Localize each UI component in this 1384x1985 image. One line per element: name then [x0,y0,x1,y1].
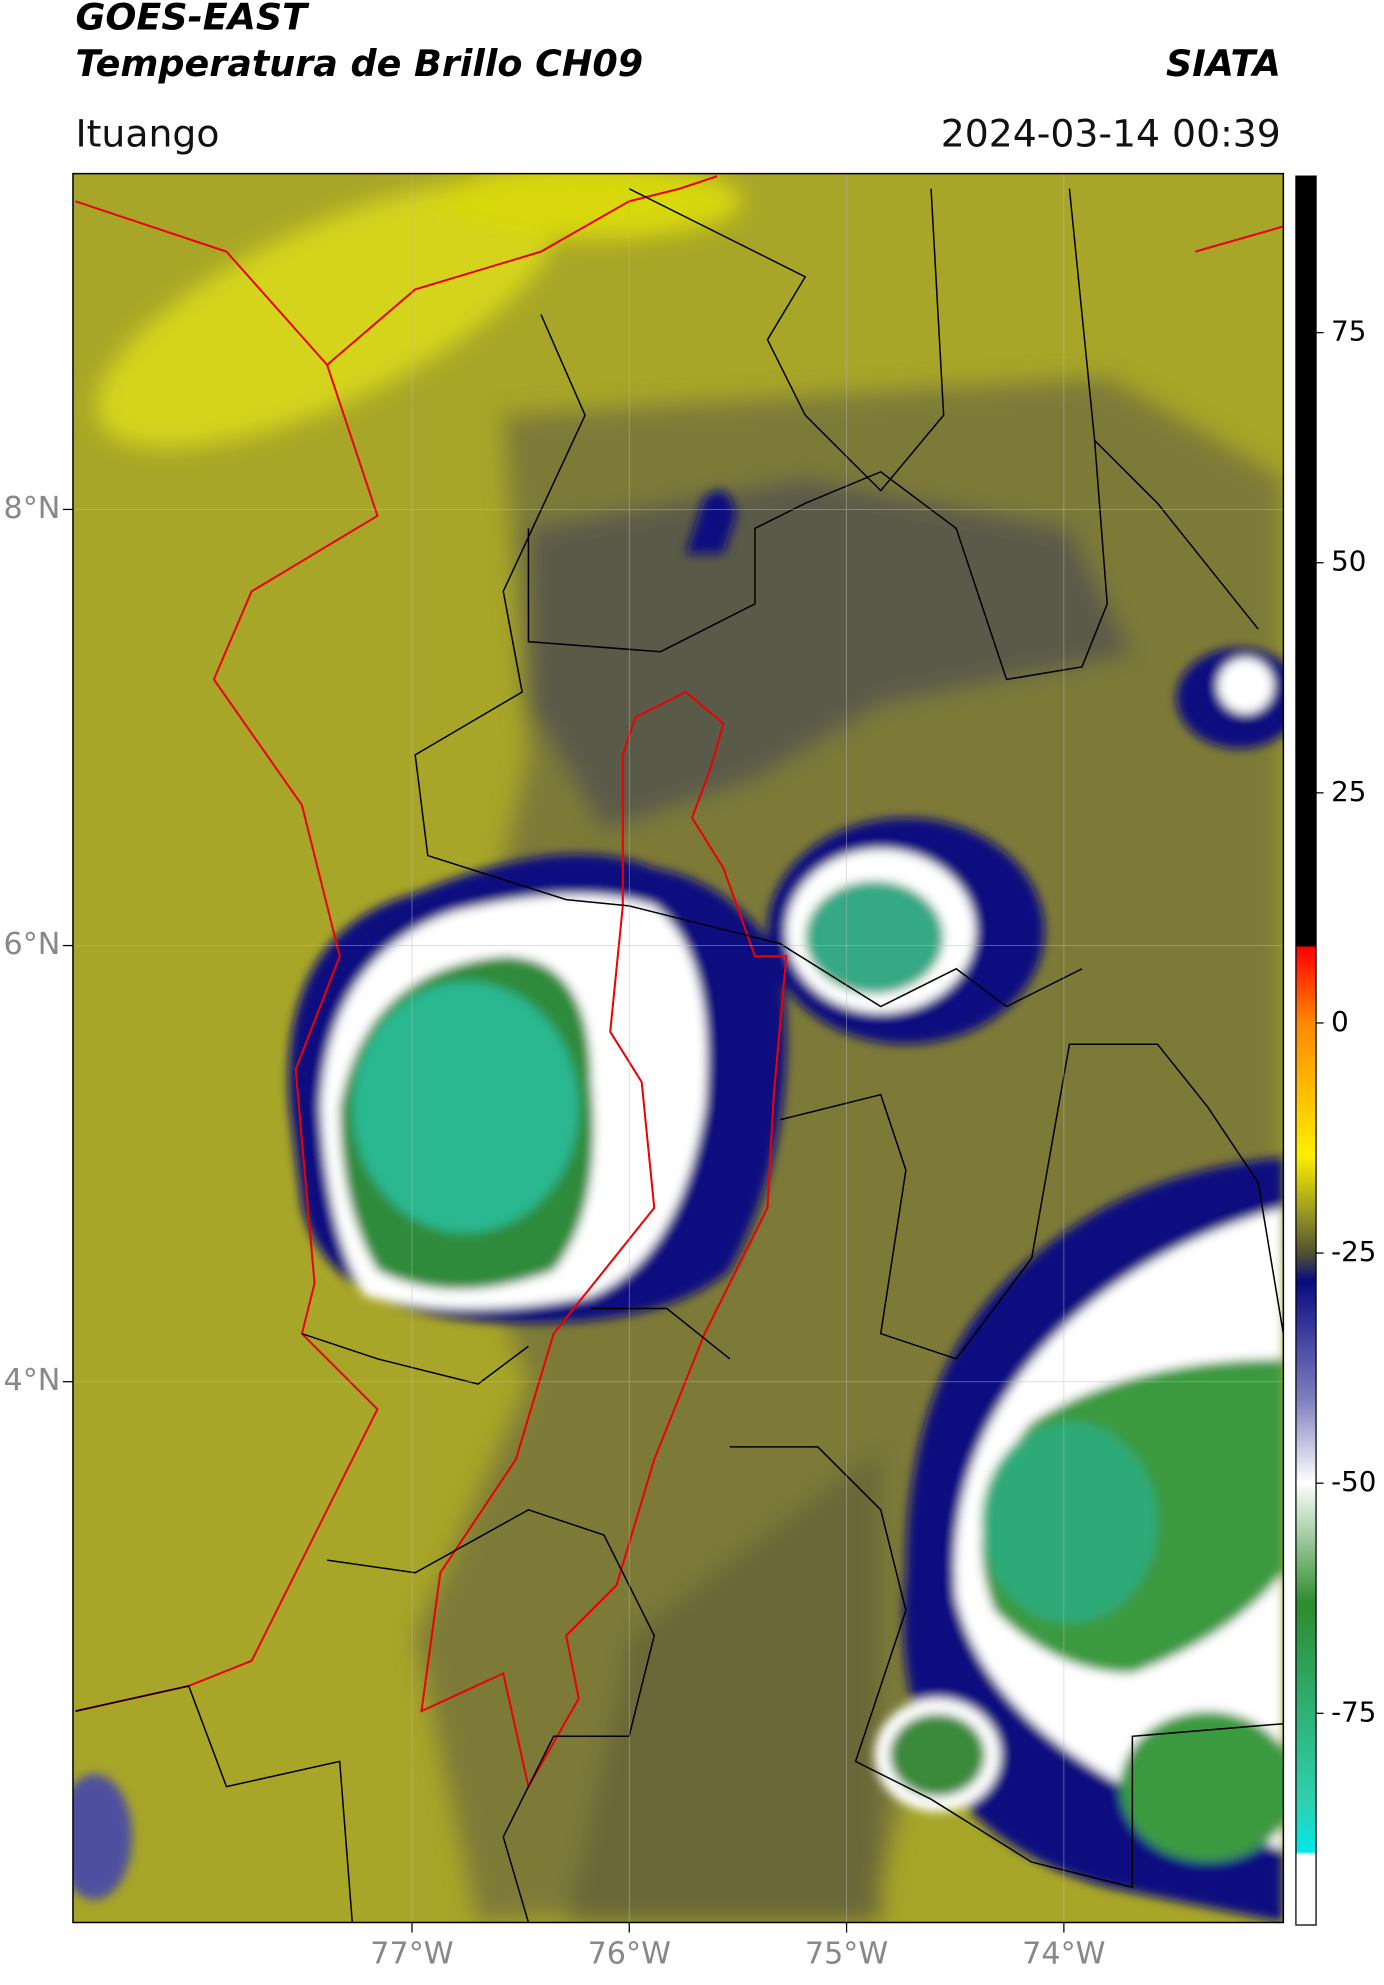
colorbar-tick-label: 25 [1331,775,1366,808]
title: GOES-EAST [75,0,310,38]
grid [72,173,1284,1923]
x-tick-label: 75°W [805,1937,888,1972]
colorbar [1295,175,1317,1926]
colorbar-tick-label: 75 [1331,315,1366,348]
map-imagery [72,173,1284,1923]
datetime: 2024-03-14 00:39 [941,111,1281,155]
colorbar-tick-label: 0 [1331,1005,1349,1038]
x-tick-label: 77°W [370,1937,453,1972]
map-frame [72,172,1285,1924]
y-tick-label: 6°N [4,927,61,962]
colorbar-tick-label: -75 [1331,1695,1376,1728]
colorbar-tick-label: -50 [1331,1465,1376,1498]
x-tick-label: 74°W [1022,1937,1105,1972]
colorbar-tick-label: 50 [1331,545,1366,578]
x-tick-label: 76°W [588,1937,671,1972]
colorbar-tick-label: -25 [1331,1235,1376,1268]
place: Ituango [75,111,219,155]
subtitle: Temperatura de Brillo CH09 [75,42,643,85]
y-tick-label: 8°N [4,491,61,526]
source: SIATA [1166,42,1281,85]
y-tick-label: 4°N [4,1363,61,1398]
